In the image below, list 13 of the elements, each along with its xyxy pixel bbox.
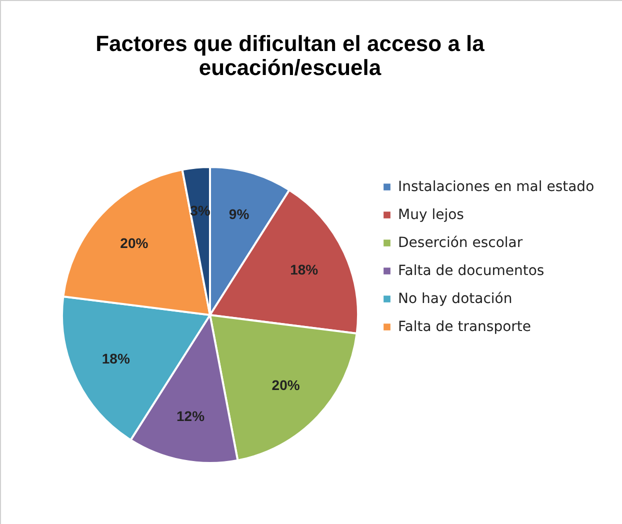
legend-label: Falta de documentos	[398, 263, 544, 279]
data-label: 18%	[290, 262, 319, 278]
data-label: 18%	[102, 350, 130, 366]
legend-label: Muy lejos	[398, 207, 464, 223]
data-label: 20%	[272, 377, 300, 394]
legend-label: Deserción escolar	[398, 235, 523, 251]
chart-title: Factores que dificultan el acceso a la eucación/escuela	[96, 31, 486, 80]
legend-label: No hay dotación	[398, 291, 512, 307]
data-label: 9%	[228, 206, 250, 222]
data-label: 12%	[176, 408, 206, 424]
legend-label: Falta de transporte	[398, 319, 532, 335]
data-label: 20%	[120, 234, 149, 251]
legend-label: Instalaciones en mal estado	[398, 179, 594, 195]
